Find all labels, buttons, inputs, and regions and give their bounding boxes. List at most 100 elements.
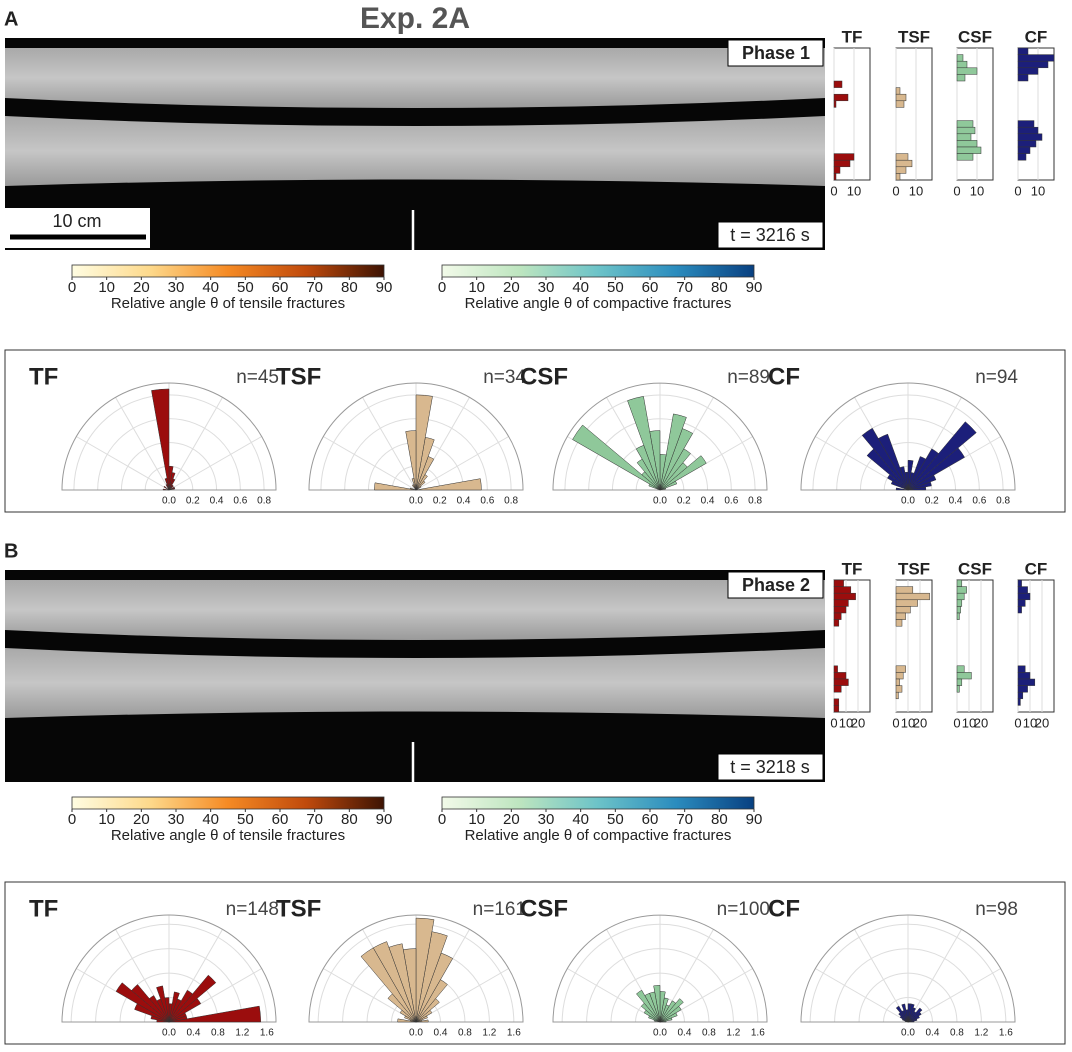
- rose-wedge: [168, 486, 175, 491]
- colorbar-tick-label: 10: [98, 279, 115, 296]
- colorbar-tick-label: 60: [272, 279, 289, 296]
- sand-layer: [5, 648, 825, 718]
- histogram-bar: [956, 672, 972, 680]
- rose-outline: [800, 382, 1016, 491]
- rose-wedge: [150, 1015, 170, 1023]
- colorbar-label: Relative angle θ of tensile fractures: [111, 827, 345, 844]
- figure-title: Exp. 2A: [360, 2, 470, 35]
- colorbar-tick-label: 80: [341, 811, 358, 828]
- rose-grid-ring: [858, 972, 958, 1023]
- rose-tick-label: 0.4: [210, 496, 224, 507]
- colorbar-tick-label: 10: [98, 811, 115, 828]
- histogram-title: CF: [1025, 27, 1048, 46]
- scale-label: 10 cm: [52, 211, 101, 231]
- rose-title: TSF: [276, 895, 321, 922]
- rose-wedge: [907, 421, 977, 491]
- rose-wedge: [861, 427, 909, 491]
- rose-tick-label: 1.6: [999, 1028, 1013, 1039]
- phase-label: Phase 1: [742, 43, 810, 63]
- histogram-bar: [956, 579, 963, 587]
- rose-wedge: [399, 1009, 417, 1023]
- colorbar-tick-label: 0: [68, 279, 76, 296]
- histogram-bar: [895, 586, 914, 594]
- rose-tick-label: 0.8: [257, 496, 271, 507]
- rose-tick-label: 0.8: [702, 1028, 716, 1039]
- rose-tick-label: 0.4: [434, 1028, 448, 1039]
- rose-count: n=89: [727, 367, 770, 388]
- histogram-bar: [1017, 665, 1026, 673]
- panel-letter: B: [4, 540, 18, 562]
- colorbar-tick-label: 50: [607, 279, 624, 296]
- colorbar-tick-label: 80: [711, 279, 728, 296]
- histogram-bar: [956, 612, 960, 620]
- colorbar-label: Relative angle θ of compactive fractures: [465, 827, 732, 844]
- rose-tick-label: 0.0: [901, 1028, 915, 1039]
- x-tick-label: 20: [974, 715, 988, 730]
- rose-grid-ring: [586, 948, 734, 1023]
- histogram-bar: [1017, 74, 1029, 82]
- rose-wedge: [411, 484, 417, 491]
- rose-title: CF: [768, 363, 800, 390]
- time-box: [717, 221, 824, 249]
- rose-wedge: [898, 1012, 909, 1023]
- histogram-bar: [956, 146, 982, 154]
- x-tick-label: 10: [970, 183, 984, 198]
- histogram-bar: [1017, 672, 1031, 680]
- rose-grid-ring: [883, 997, 933, 1023]
- histogram-bar: [1017, 133, 1043, 141]
- rose-wedge: [415, 394, 433, 491]
- rose-spoke: [168, 436, 262, 491]
- panel-letter: A: [4, 8, 18, 30]
- rose-count: n=148: [226, 899, 279, 920]
- rose-spoke: [362, 397, 417, 491]
- x-tick-label: 0: [953, 715, 960, 730]
- x-tick-label: 10: [962, 715, 976, 730]
- rose-tick-label: 0.0: [901, 496, 915, 507]
- rose-count: n=100: [717, 899, 770, 920]
- rose-grid-ring: [564, 394, 756, 491]
- rose-wedge: [653, 1019, 661, 1023]
- histogram-bar: [895, 612, 906, 620]
- colorbar-tick-label: 60: [642, 811, 659, 828]
- histogram-bar: [956, 678, 963, 686]
- rose-wedge: [659, 455, 707, 491]
- histogram-frame: [956, 579, 994, 713]
- histogram-bar: [833, 100, 837, 108]
- rose-tick-label: 0.8: [211, 1028, 225, 1039]
- histogram-bar: [1017, 579, 1022, 587]
- time-label: t = 3218 s: [730, 757, 810, 777]
- rose-wedge: [636, 989, 661, 1023]
- histogram-bar: [895, 606, 911, 614]
- colorbar-tick-label: 40: [572, 279, 589, 296]
- rose-wedge: [165, 484, 170, 491]
- rose-wedge: [156, 1019, 170, 1023]
- histogram-bar: [956, 140, 978, 148]
- histogram-bar: [956, 60, 968, 69]
- histogram-bar: [956, 599, 963, 607]
- rose-wedge: [895, 1005, 909, 1023]
- x-tick-label: 10: [909, 183, 923, 198]
- rose-wedge: [904, 1020, 909, 1023]
- histogram-bar: [833, 698, 840, 706]
- rose-wedge: [115, 982, 170, 1023]
- rose-tick-label: 0.8: [458, 1028, 472, 1039]
- rose-grid-ring: [119, 972, 219, 1023]
- histogram-bar: [1017, 67, 1039, 75]
- rose-wedge: [168, 991, 180, 1023]
- rose-wedge: [415, 917, 435, 1023]
- histogram-bar: [956, 153, 974, 161]
- colorbar-tick-label: 40: [202, 279, 219, 296]
- x-tick-label: 0: [830, 715, 837, 730]
- rose-wedge: [643, 1009, 661, 1023]
- histogram-bar: [895, 93, 907, 102]
- rose-tick-label: 1.6: [260, 1028, 274, 1039]
- rose-wedge: [387, 993, 417, 1023]
- rose-tick-label: 1.2: [235, 1028, 249, 1039]
- rose-wedge: [648, 483, 661, 491]
- colorbar-tick-label: 50: [237, 279, 254, 296]
- colorbar-tick-label: 0: [438, 811, 446, 828]
- rose-wedge: [659, 1000, 677, 1023]
- histogram-bar: [833, 612, 842, 620]
- rose-title: CSF: [520, 895, 568, 922]
- rose-tick-label: 0.8: [996, 496, 1010, 507]
